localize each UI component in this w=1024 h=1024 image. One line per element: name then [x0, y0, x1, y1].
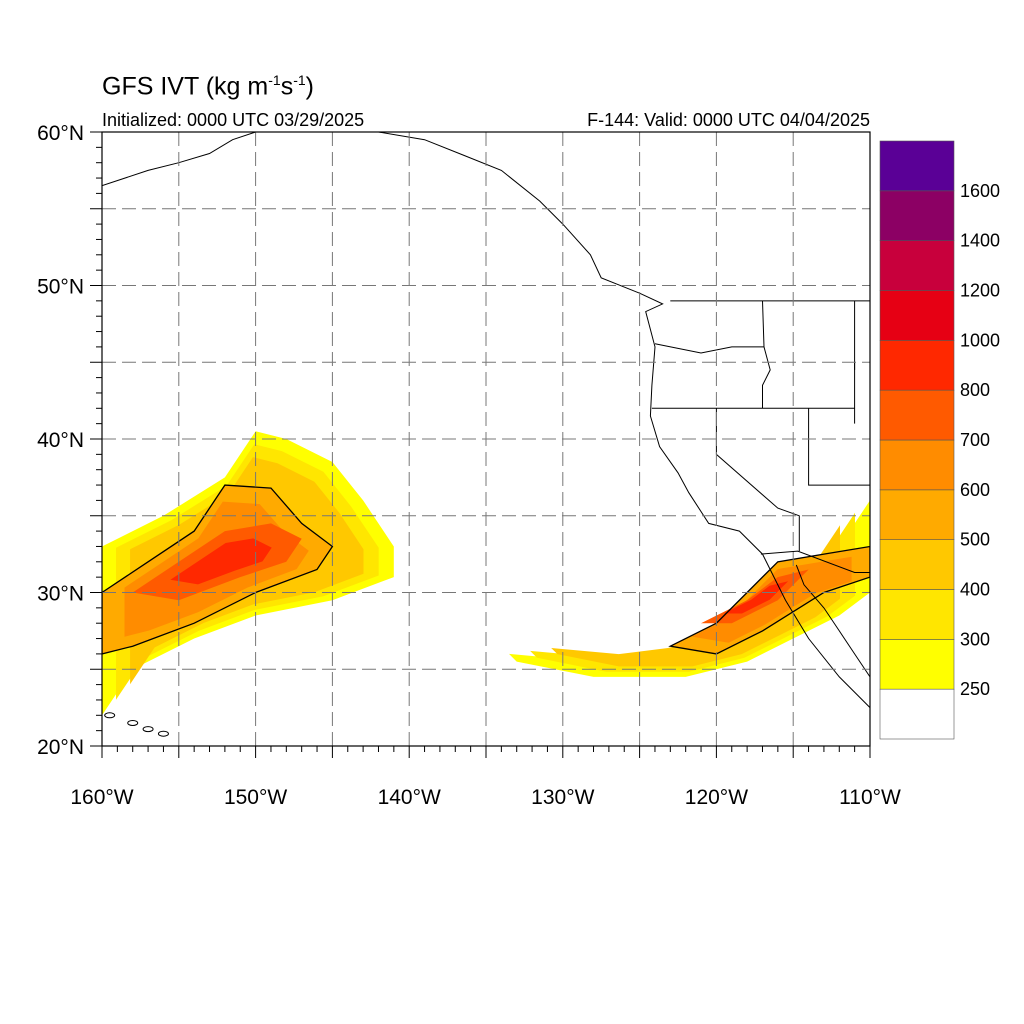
- ivt-fill-layer: [102, 431, 870, 716]
- colorbar-label: 600: [960, 480, 990, 500]
- title-close: ): [305, 72, 314, 101]
- colorbar-swatch: [879, 539, 955, 590]
- lon-tick-label: 150°W: [224, 786, 287, 809]
- title-exponent-1: -1: [268, 72, 281, 88]
- alaska-coastline: [102, 132, 256, 187]
- colorbar-swatch: [879, 140, 955, 192]
- colorbar-swatch: [879, 240, 955, 291]
- us-mexico-border: [760, 550, 870, 573]
- california_ar-500-contour: [668, 545, 870, 655]
- lat-tick-label: 30°N: [37, 583, 84, 606]
- colorbar-label: 1200: [960, 281, 1000, 301]
- pacific_ar-500-contour: [102, 484, 334, 655]
- colorbar-label: 250: [960, 679, 990, 699]
- lon-tick-label: 160°W: [70, 786, 133, 809]
- colorbar-swatch: [879, 639, 955, 690]
- colorbar-label: 700: [960, 430, 990, 450]
- colorbar-label: 800: [960, 380, 990, 400]
- colorbar-label: 500: [960, 530, 990, 550]
- colorbar-swatch: [879, 489, 955, 540]
- colorbar-swatch: [879, 190, 955, 241]
- colorbar-swatch: [879, 439, 955, 491]
- lat-tick-label: 20°N: [37, 736, 84, 759]
- hawaii-island-3: [104, 712, 116, 719]
- colorbar-swatch: [879, 290, 955, 341]
- axis-labels: 160°W 150°W 140°W 130°W 120°W 110°W 20°N 30°N 40…: [37, 122, 901, 809]
- arizona-border: [808, 408, 870, 486]
- gridlines: [102, 132, 870, 746]
- lat-tick-label: 50°N: [37, 276, 84, 299]
- colorbar-swatch: [879, 688, 955, 740]
- california_ar-ivt-800-fill: [723, 581, 789, 614]
- hawaii-island-2: [127, 719, 139, 726]
- colorbar-label: 1000: [960, 330, 1000, 350]
- title-s: s: [280, 72, 294, 101]
- idaho-border: [762, 300, 771, 409]
- pacific_ar-ivt-800-fill: [170, 538, 272, 585]
- lon-tick-label: 130°W: [531, 786, 594, 809]
- map-title: GFS IVT (kg m-1s-1): [102, 72, 314, 101]
- hawaii-island-0: [157, 730, 169, 737]
- title-exponent-2: -1: [293, 72, 306, 88]
- lon-tick-label: 110°W: [839, 786, 901, 809]
- colorbar-swatch: [879, 340, 955, 391]
- lon-tick-label: 120°W: [685, 786, 748, 809]
- colorbar-swatch: [879, 589, 955, 640]
- california_ar-ivt-400-fill: [551, 525, 840, 667]
- valid-time: F-144: Valid: 0000 UTC 04/04/2025: [587, 110, 870, 130]
- axis-ticks: [90, 131, 871, 758]
- colorbar-label: 1600: [960, 181, 1000, 201]
- baja-gulf-coastline: [795, 564, 870, 678]
- lat-tick-label: 60°N: [37, 122, 84, 145]
- colorbar-swatch: [879, 389, 955, 441]
- washington-oregon-border: [654, 343, 764, 354]
- colorbar-label: 1400: [960, 231, 1000, 251]
- title-text: GFS IVT (kg m: [102, 72, 269, 101]
- lat-tick-label: 40°N: [37, 429, 84, 452]
- initialized-time: Initialized: 0000 UTC 03/29/2025: [102, 110, 365, 130]
- lon-tick-label: 140°W: [378, 786, 441, 809]
- colorbar-label: 400: [960, 580, 990, 600]
- colorbar-label: 300: [960, 629, 990, 649]
- hawaii-island-1: [142, 726, 154, 733]
- west-coast-coastline: [378, 132, 870, 708]
- colorbar: 250 300 400 500 600 700 800 1000 1200 1400 1600: [879, 140, 1000, 740]
